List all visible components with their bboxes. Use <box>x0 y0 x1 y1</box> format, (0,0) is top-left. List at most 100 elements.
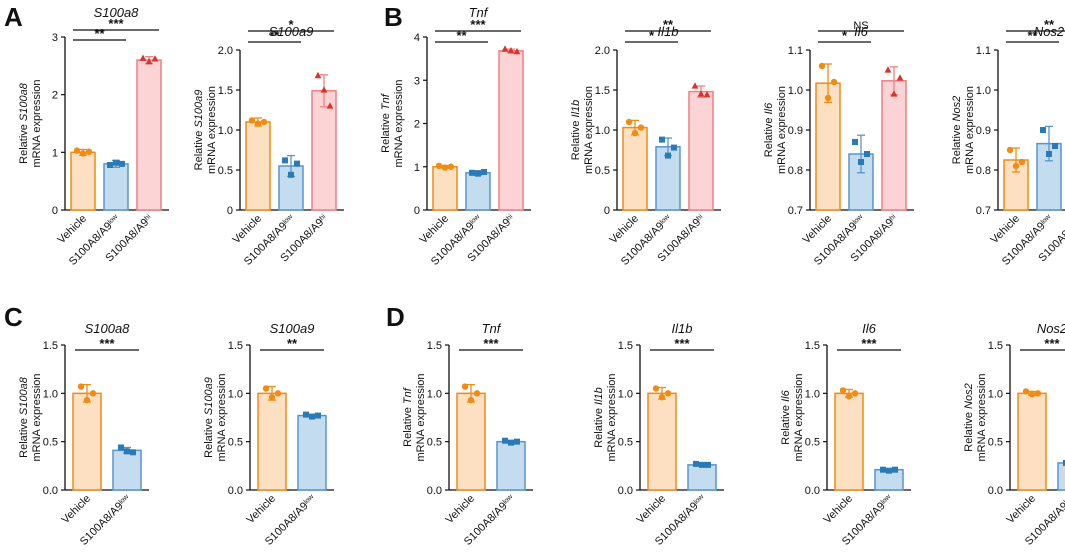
y-tick-label: 0.5 <box>228 437 243 449</box>
data-point <box>880 466 886 473</box>
category-label: Vehicle <box>60 493 94 527</box>
significance-label: NS <box>853 20 868 32</box>
y-axis-label: Relative S100a8mRNA expression <box>18 373 43 461</box>
bar <box>647 392 677 491</box>
y-tick-label: 1.1 <box>976 45 991 57</box>
data-point <box>151 55 159 62</box>
data-point <box>435 162 443 170</box>
data-point <box>441 164 449 171</box>
panel-letter-a: A <box>4 2 23 32</box>
data-point <box>890 90 898 97</box>
y-tick-label: 0.7 <box>788 205 803 217</box>
category-label: Vehicle <box>444 493 478 527</box>
plot-7: S100a8 Relative S100a8mRNA expression 0.0 0… <box>18 321 149 548</box>
bar <box>432 166 458 211</box>
data-point <box>892 466 898 473</box>
y-axis-label: Relative Nos2mRNA expression <box>963 373 988 461</box>
y-tick-label: 0.7 <box>976 205 991 217</box>
data-point <box>697 90 705 97</box>
y-tick-label: 0 <box>227 205 233 217</box>
y-tick-label: 0.5 <box>988 437 1003 449</box>
bar <box>456 392 486 491</box>
bar <box>136 59 162 211</box>
plots-layer: S100a8 Relative S100a8mRNA expression 0 1 2 3… <box>18 5 1065 548</box>
y-tick-label: 2.0 <box>218 45 233 57</box>
y-tick-label: 0.5 <box>43 437 58 449</box>
data-point <box>79 150 87 157</box>
significance-label: ** <box>269 28 280 43</box>
data-point <box>77 383 85 390</box>
bar <box>465 172 491 211</box>
y-axis-label: Relative TnfmRNA expression <box>402 373 427 461</box>
data-point <box>1046 151 1052 157</box>
y-tick-label: 1.5 <box>805 340 820 352</box>
bar <box>257 392 287 491</box>
bar <box>103 163 129 211</box>
data-point <box>309 413 315 420</box>
data-point <box>1022 388 1030 395</box>
data-point <box>315 412 321 419</box>
data-point <box>851 390 859 397</box>
data-point <box>1028 391 1036 398</box>
y-tick-label: 1.5 <box>43 340 58 352</box>
data-point <box>637 124 645 131</box>
plot-12: Nos2 Relative Nos2mRNA expression 0.0 0.5 1.… <box>963 321 1065 548</box>
bar <box>498 50 524 211</box>
y-tick-label: 4 <box>414 32 420 44</box>
significance-label: ** <box>1044 17 1055 32</box>
y-axis-label: Relative S100a8mRNA expression <box>18 79 43 167</box>
y-tick-label: 0.5 <box>427 437 442 449</box>
bar <box>881 80 907 211</box>
data-point <box>124 448 130 455</box>
bar <box>687 464 717 491</box>
y-tick-label: 0.0 <box>228 485 243 497</box>
y-axis-label: Relative Nos2mRNA expression <box>951 86 976 174</box>
significance-label: ** <box>456 28 467 43</box>
y-tick-label: 1.5 <box>595 85 610 97</box>
plot-11: Il6 Relative Il6mRNA expression 0.0 0.5 1.0 1… <box>780 321 911 548</box>
y-tick-label: 2.0 <box>595 45 610 57</box>
y-tick-label: 0 <box>604 205 610 217</box>
data-point <box>118 444 124 451</box>
plot-title: Il6 <box>862 321 877 336</box>
category-label: Vehicle <box>1005 493 1039 527</box>
data-point <box>501 45 509 52</box>
data-point <box>631 130 639 137</box>
plot-title: Nos2 <box>1037 321 1065 336</box>
significance-label: ** <box>1027 28 1038 43</box>
data-point <box>1040 127 1046 133</box>
data-point <box>658 394 666 401</box>
significance-label: ** <box>287 336 298 351</box>
data-point <box>824 94 832 102</box>
data-point <box>699 461 705 468</box>
bar <box>622 126 648 211</box>
data-point <box>254 120 262 127</box>
data-point <box>508 439 514 446</box>
data-point <box>274 390 282 397</box>
y-tick-label: 1.5 <box>988 340 1003 352</box>
data-point <box>260 118 268 126</box>
data-point <box>1052 143 1058 149</box>
y-tick-label: 2 <box>414 119 420 131</box>
data-point <box>664 390 672 397</box>
y-tick-label: 0.5 <box>805 437 820 449</box>
y-tick-label: 3 <box>52 32 58 44</box>
bar <box>311 90 337 211</box>
y-tick-label: 3 <box>414 75 420 87</box>
y-tick-label: 0.0 <box>43 485 58 497</box>
plot-8: S100a9 Relative S100a9mRNA expression 0.0 0… <box>203 321 334 548</box>
y-tick-label: 2 <box>52 90 58 102</box>
data-point <box>320 86 328 93</box>
y-tick-label: 1.0 <box>427 388 442 400</box>
data-point <box>1034 390 1042 397</box>
y-tick-label: 1.0 <box>988 388 1003 400</box>
panel-letter-b: B <box>384 2 403 32</box>
category-label: Vehicle <box>635 493 669 527</box>
significance-label: ** <box>94 26 105 41</box>
data-point <box>845 393 853 400</box>
panel-letter-c: C <box>4 302 23 332</box>
